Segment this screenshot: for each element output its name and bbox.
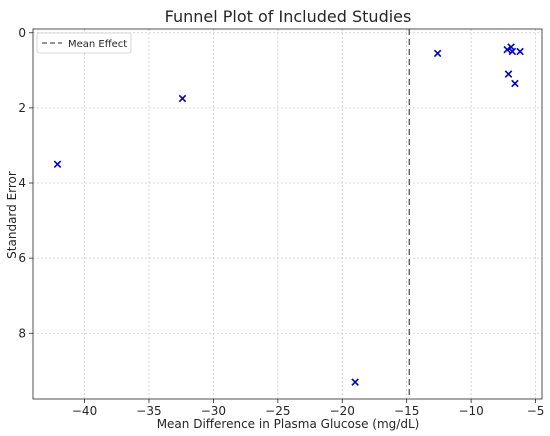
data-point-stroke [504,70,513,78]
data-point-stroke [516,47,524,56]
y-tick-label: 4 [18,176,26,190]
legend-label-mean-effect: Mean Effect [68,39,127,50]
x-axis-label: Mean Difference in Plasma Glucose (mg/dL… [157,417,420,431]
legend-box [36,32,132,54]
x-tick-label: −35 [136,404,161,418]
data-point [504,70,513,78]
data-point-stroke [178,94,187,103]
x-tick-label: −25 [265,404,290,418]
data-point [178,94,187,103]
y-tick-label: 2 [18,101,26,115]
data-point-stroke [433,49,442,58]
x-tick-label: −30 [201,404,226,418]
data-point-stroke [53,160,62,168]
x-tick-label: −20 [330,404,355,418]
data-point [511,79,519,88]
data-point [516,47,524,56]
chart-title: Funnel Plot of Included Studies [165,7,412,26]
x-axis-ticks: −40 −35 −30 −25 −20 −15 −10 −5 [72,399,545,418]
y-axis-label: Standard Error [5,171,19,259]
plot-area-frame [32,28,543,400]
data-point-stroke [511,79,519,88]
x-tick-label: −15 [394,404,419,418]
data-points [53,43,524,386]
data-point-stroke [351,378,359,386]
x-tick-label: −5 [527,404,545,418]
data-point-stroke [508,47,517,56]
data-point [503,45,511,54]
x-tick-label: −10 [458,404,483,418]
grid [33,29,542,399]
data-point-stroke [503,45,511,54]
y-axis-ticks: 0 2 4 6 8 [18,26,33,340]
data-point [351,378,359,386]
legend: Mean Effect [36,32,132,54]
y-tick-label: 0 [18,26,26,40]
data-point [433,49,442,58]
data-point [508,47,517,56]
y-tick-label: 6 [18,251,26,265]
y-tick-label: 8 [18,326,26,340]
x-tick-label: −40 [72,404,97,418]
data-point [53,160,62,168]
